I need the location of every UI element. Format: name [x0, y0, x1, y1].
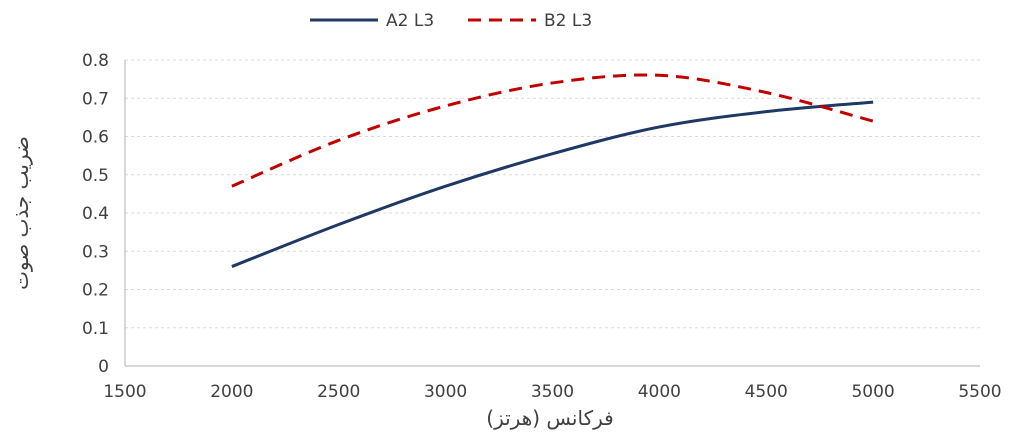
series-line-b2-l3	[231, 73, 874, 188]
x-tick-label: 4000	[638, 382, 681, 402]
y-tick-label: 0.5	[82, 166, 109, 186]
y-tick-label: 0.1	[82, 319, 109, 339]
legend-label-b2-l3: B2 L3	[544, 11, 592, 31]
axes	[124, 60, 980, 367]
x-tick-label: 3000	[424, 382, 467, 402]
x-tick-label: 2000	[210, 382, 253, 402]
y-axis-title: ضریب جذب صوت	[9, 136, 33, 290]
legend-label-a2-l3: A2 L3	[386, 11, 434, 31]
grid-lines	[125, 59, 980, 329]
y-tick-label: 0.2	[82, 281, 109, 301]
x-tick-label: 5500	[958, 382, 1001, 402]
y-tick-label: 0.6	[82, 128, 109, 148]
y-tick-label: 0.8	[82, 51, 109, 71]
series-lines	[231, 73, 874, 268]
y-tick-label: 0.7	[82, 89, 109, 109]
x-tick-label: 1500	[103, 382, 146, 402]
y-tick-labels: 0 0.1 0.2 0.3 0.4 0.5 0.6 0.7 0.8	[82, 51, 109, 377]
y-tick-label: 0.3	[82, 242, 109, 262]
legend: A2 L3 B2 L3	[310, 11, 592, 31]
x-tick-label: 4500	[745, 382, 788, 402]
y-tick-label: 0	[98, 357, 109, 377]
x-tick-label: 5000	[851, 382, 894, 402]
y-tick-label: 0.4	[82, 204, 109, 224]
x-tick-labels: 1500 2000 2500 3000 3500 4000 4500 5000 5500	[103, 382, 1001, 402]
x-tick-label: 2500	[317, 382, 360, 402]
x-axis-title: فرکانس (هرتز)	[486, 406, 613, 430]
series-line-a2-l3	[231, 100, 874, 268]
x-tick-label: 3500	[531, 382, 574, 402]
